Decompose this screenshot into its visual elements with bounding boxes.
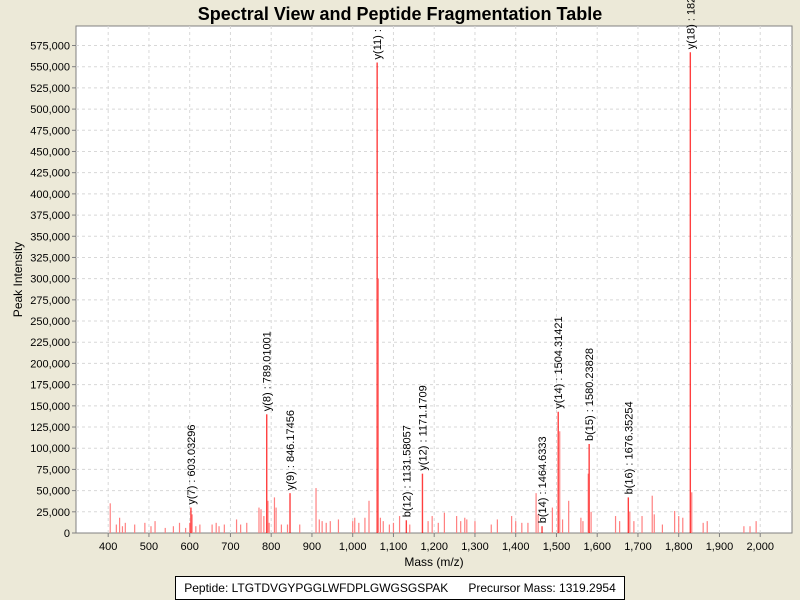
x-tick-label: 500 (140, 541, 158, 553)
y-tick-label: 450,000 (30, 146, 70, 158)
y-tick-label: 400,000 (30, 189, 70, 201)
x-tick-label: 1,000 (339, 541, 367, 553)
x-tick-label: 1,800 (665, 541, 693, 553)
peak-label: y(8) : 789.01001 (262, 331, 274, 411)
peak-label: b(15) : 1580.23828 (584, 348, 596, 441)
x-tick-label: 1,200 (420, 541, 448, 553)
y-tick-label: 425,000 (30, 168, 70, 180)
chart-title: Spectral View and Peptide Fragmentation … (197, 4, 603, 24)
x-tick-label: 400 (99, 541, 117, 553)
y-tick-label: 0 (64, 528, 70, 540)
y-tick-label: 475,000 (30, 125, 70, 137)
peak-label: y(12) : 1171.1709 (417, 385, 429, 470)
x-tick-label: 1,700 (624, 541, 652, 553)
y-tick-label: 100,000 (30, 443, 70, 455)
x-tick-label: 800 (262, 541, 280, 553)
y-tick-label: 250,000 (30, 316, 70, 328)
peptide-info-box: Peptide: LTGTDVGYPGGLWFDPLGWGSGSPAK Prec… (175, 576, 625, 600)
x-tick-label: 1,900 (706, 541, 734, 553)
y-tick-label: 525,000 (30, 83, 70, 95)
y-tick-label: 200,000 (30, 358, 70, 370)
y-tick-label: 300,000 (30, 274, 70, 286)
peak-label: b(12) : 1131.58057 (401, 425, 413, 517)
y-tick-label: 350,000 (30, 231, 70, 243)
y-tick-label: 275,000 (30, 295, 70, 307)
peak-label: y(18) : 1828.48802 (685, 0, 697, 49)
y-tick-label: 500,000 (30, 104, 70, 116)
y-tick-label: 225,000 (30, 337, 70, 349)
x-tick-label: 1,300 (461, 541, 489, 553)
y-tick-label: 175,000 (30, 380, 70, 392)
x-tick-label: 1,100 (380, 541, 408, 553)
y-tick-label: 75,000 (36, 464, 70, 476)
peak-label: y(14) : 1504.31421 (553, 316, 565, 408)
y-tick-label: 375,000 (30, 210, 70, 222)
y-tick-label: 325,000 (30, 252, 70, 264)
spectrum-chart: 0 25,000 50,000 75,000 100,000 125,000 150,000… (11, 0, 793, 569)
x-tick-label: 600 (181, 541, 199, 553)
x-tick-label: 1,500 (543, 541, 571, 553)
x-tick-label: 700 (221, 541, 239, 553)
peak-label: b(16) : 1676.35254 (623, 401, 635, 494)
peak-label: b(14) : 1464.6333 (537, 436, 549, 523)
y-tick-label: 150,000 (30, 401, 70, 413)
peak-label: y(11) : (372, 29, 384, 59)
x-axis-label: Mass (m/z) (404, 555, 463, 569)
peak-label: y(7) : 603.03296 (186, 424, 198, 504)
x-tick-label: 2,000 (746, 541, 774, 553)
peak-label: y(9) : 846.17456 (285, 410, 297, 490)
precursor-mass: Precursor Mass: 1319.2954 (468, 581, 616, 595)
x-tick-label: 900 (303, 541, 321, 553)
y-tick-label: 575,000 (30, 41, 70, 53)
y-tick-label: 125,000 (30, 422, 70, 434)
x-tick-label: 1,600 (583, 541, 611, 553)
x-tick-label: 1,400 (502, 541, 530, 553)
peptide-sequence: Peptide: LTGTDVGYPGGLWFDPLGWGSGSPAK (184, 581, 449, 595)
y-tick-label: 550,000 (30, 62, 70, 74)
y-tick-label: 25,000 (36, 507, 70, 519)
y-axis-label: Peak Intensity (11, 242, 25, 317)
y-tick-label: 50,000 (36, 486, 70, 498)
